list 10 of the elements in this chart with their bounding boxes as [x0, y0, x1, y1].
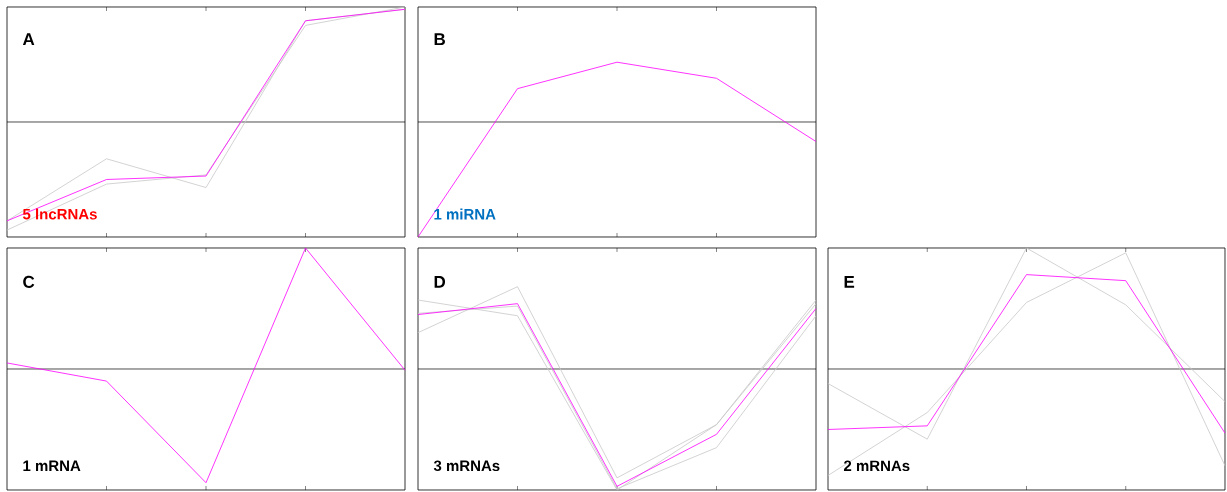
annotation: 2 mRNAs: [843, 460, 910, 472]
annotation: 5 lncRNAs: [22, 208, 97, 220]
text: C: [23, 275, 35, 288]
annotation: 1 miRNA: [434, 208, 496, 220]
annotation: 3 mRNAs: [433, 460, 500, 472]
chart-title: B: [434, 33, 445, 46]
text: E: [844, 276, 855, 288]
chart-title: D: [434, 276, 446, 288]
annotation: 1 mRNA: [23, 460, 81, 471]
text: A: [22, 33, 35, 46]
